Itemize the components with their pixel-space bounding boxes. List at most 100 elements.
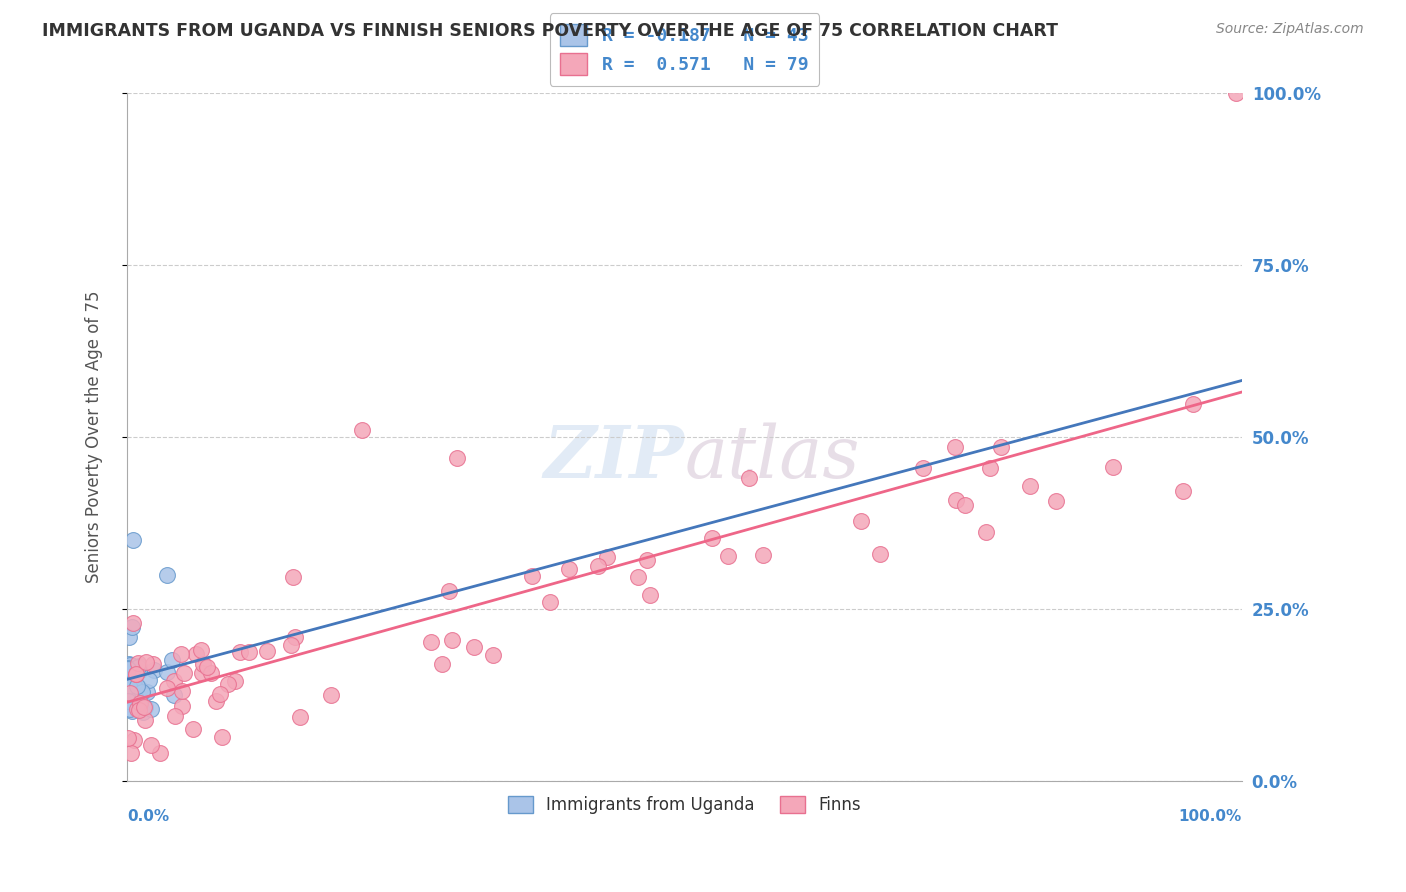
Point [1225,87,1247,101]
Point [558,562,581,576]
Point [290,709,312,723]
Point [156,567,179,582]
Point [127,656,149,670]
Point [209,687,232,701]
Point [125,702,148,716]
Point [717,549,740,563]
Point [118,657,141,672]
Point [238,645,260,659]
Point [229,645,252,659]
Point [700,531,723,545]
Point [352,423,374,437]
Point [120,746,142,760]
Point [128,696,150,710]
Point [538,595,561,609]
Point [160,653,183,667]
Point [224,673,246,688]
Point [256,644,278,658]
Point [117,673,139,688]
Point [636,552,658,566]
Text: IMMIGRANTS FROM UGANDA VS FINNISH SENIORS POVERTY OVER THE AGE OF 75 CORRELATION: IMMIGRANTS FROM UGANDA VS FINNISH SENIOR… [42,22,1059,40]
Point [118,702,141,716]
Point [134,700,156,714]
Text: 100.0%: 100.0% [1178,808,1241,823]
Point [120,693,142,707]
Legend: Immigrants from Uganda, Finns: Immigrants from Uganda, Finns [502,789,868,821]
Point [191,657,214,672]
Point [118,657,141,672]
Point [979,461,1001,475]
Point [953,498,976,512]
Point [124,681,146,695]
Point [190,665,212,680]
Point [211,730,233,744]
Point [122,659,145,673]
Point [139,701,162,715]
Point [118,675,141,690]
Point [124,667,146,681]
Point [284,630,307,644]
Point [125,663,148,677]
Point [945,492,967,507]
Point [122,733,145,747]
Point [181,722,204,736]
Point [752,548,775,562]
Point [737,471,759,485]
Point [911,461,934,475]
Point [463,640,485,655]
Point [132,706,155,720]
Point [437,584,460,599]
Point [128,681,150,696]
Point [121,668,143,682]
Point [121,620,143,634]
Point [869,548,891,562]
Point [139,738,162,752]
Y-axis label: Seniors Poverty Over the Age of 75: Seniors Poverty Over the Age of 75 [86,291,103,583]
Point [1018,479,1040,493]
Point [163,674,186,689]
Point [117,665,139,679]
Point [138,673,160,687]
Point [118,630,141,644]
Point [520,569,543,583]
Point [121,665,143,679]
Point [1102,460,1125,475]
Point [170,647,193,661]
Point [127,660,149,674]
Point [117,731,139,745]
Point [128,696,150,710]
Point [990,440,1012,454]
Point [1045,493,1067,508]
Point [440,633,463,648]
Text: Source: ZipAtlas.com: Source: ZipAtlas.com [1216,22,1364,37]
Point [118,679,141,693]
Point [627,570,650,584]
Point [200,665,222,680]
Point [125,693,148,707]
Point [170,684,193,698]
Point [195,660,218,674]
Point [124,667,146,681]
Point [190,643,212,657]
Point [217,677,239,691]
Point [118,686,141,700]
Point [1173,484,1195,499]
Point [134,713,156,727]
Point [172,698,194,713]
Point [121,704,143,718]
Point [446,450,468,465]
Point [118,698,141,712]
Point [117,673,139,687]
Point [163,689,186,703]
Point [117,662,139,676]
Point [149,747,172,761]
Point [280,638,302,652]
Point [204,694,226,708]
Point [128,703,150,717]
Point [117,661,139,675]
Point [122,533,145,548]
Point [319,688,342,702]
Point [432,657,454,672]
Text: 0.0%: 0.0% [127,808,169,823]
Point [128,664,150,678]
